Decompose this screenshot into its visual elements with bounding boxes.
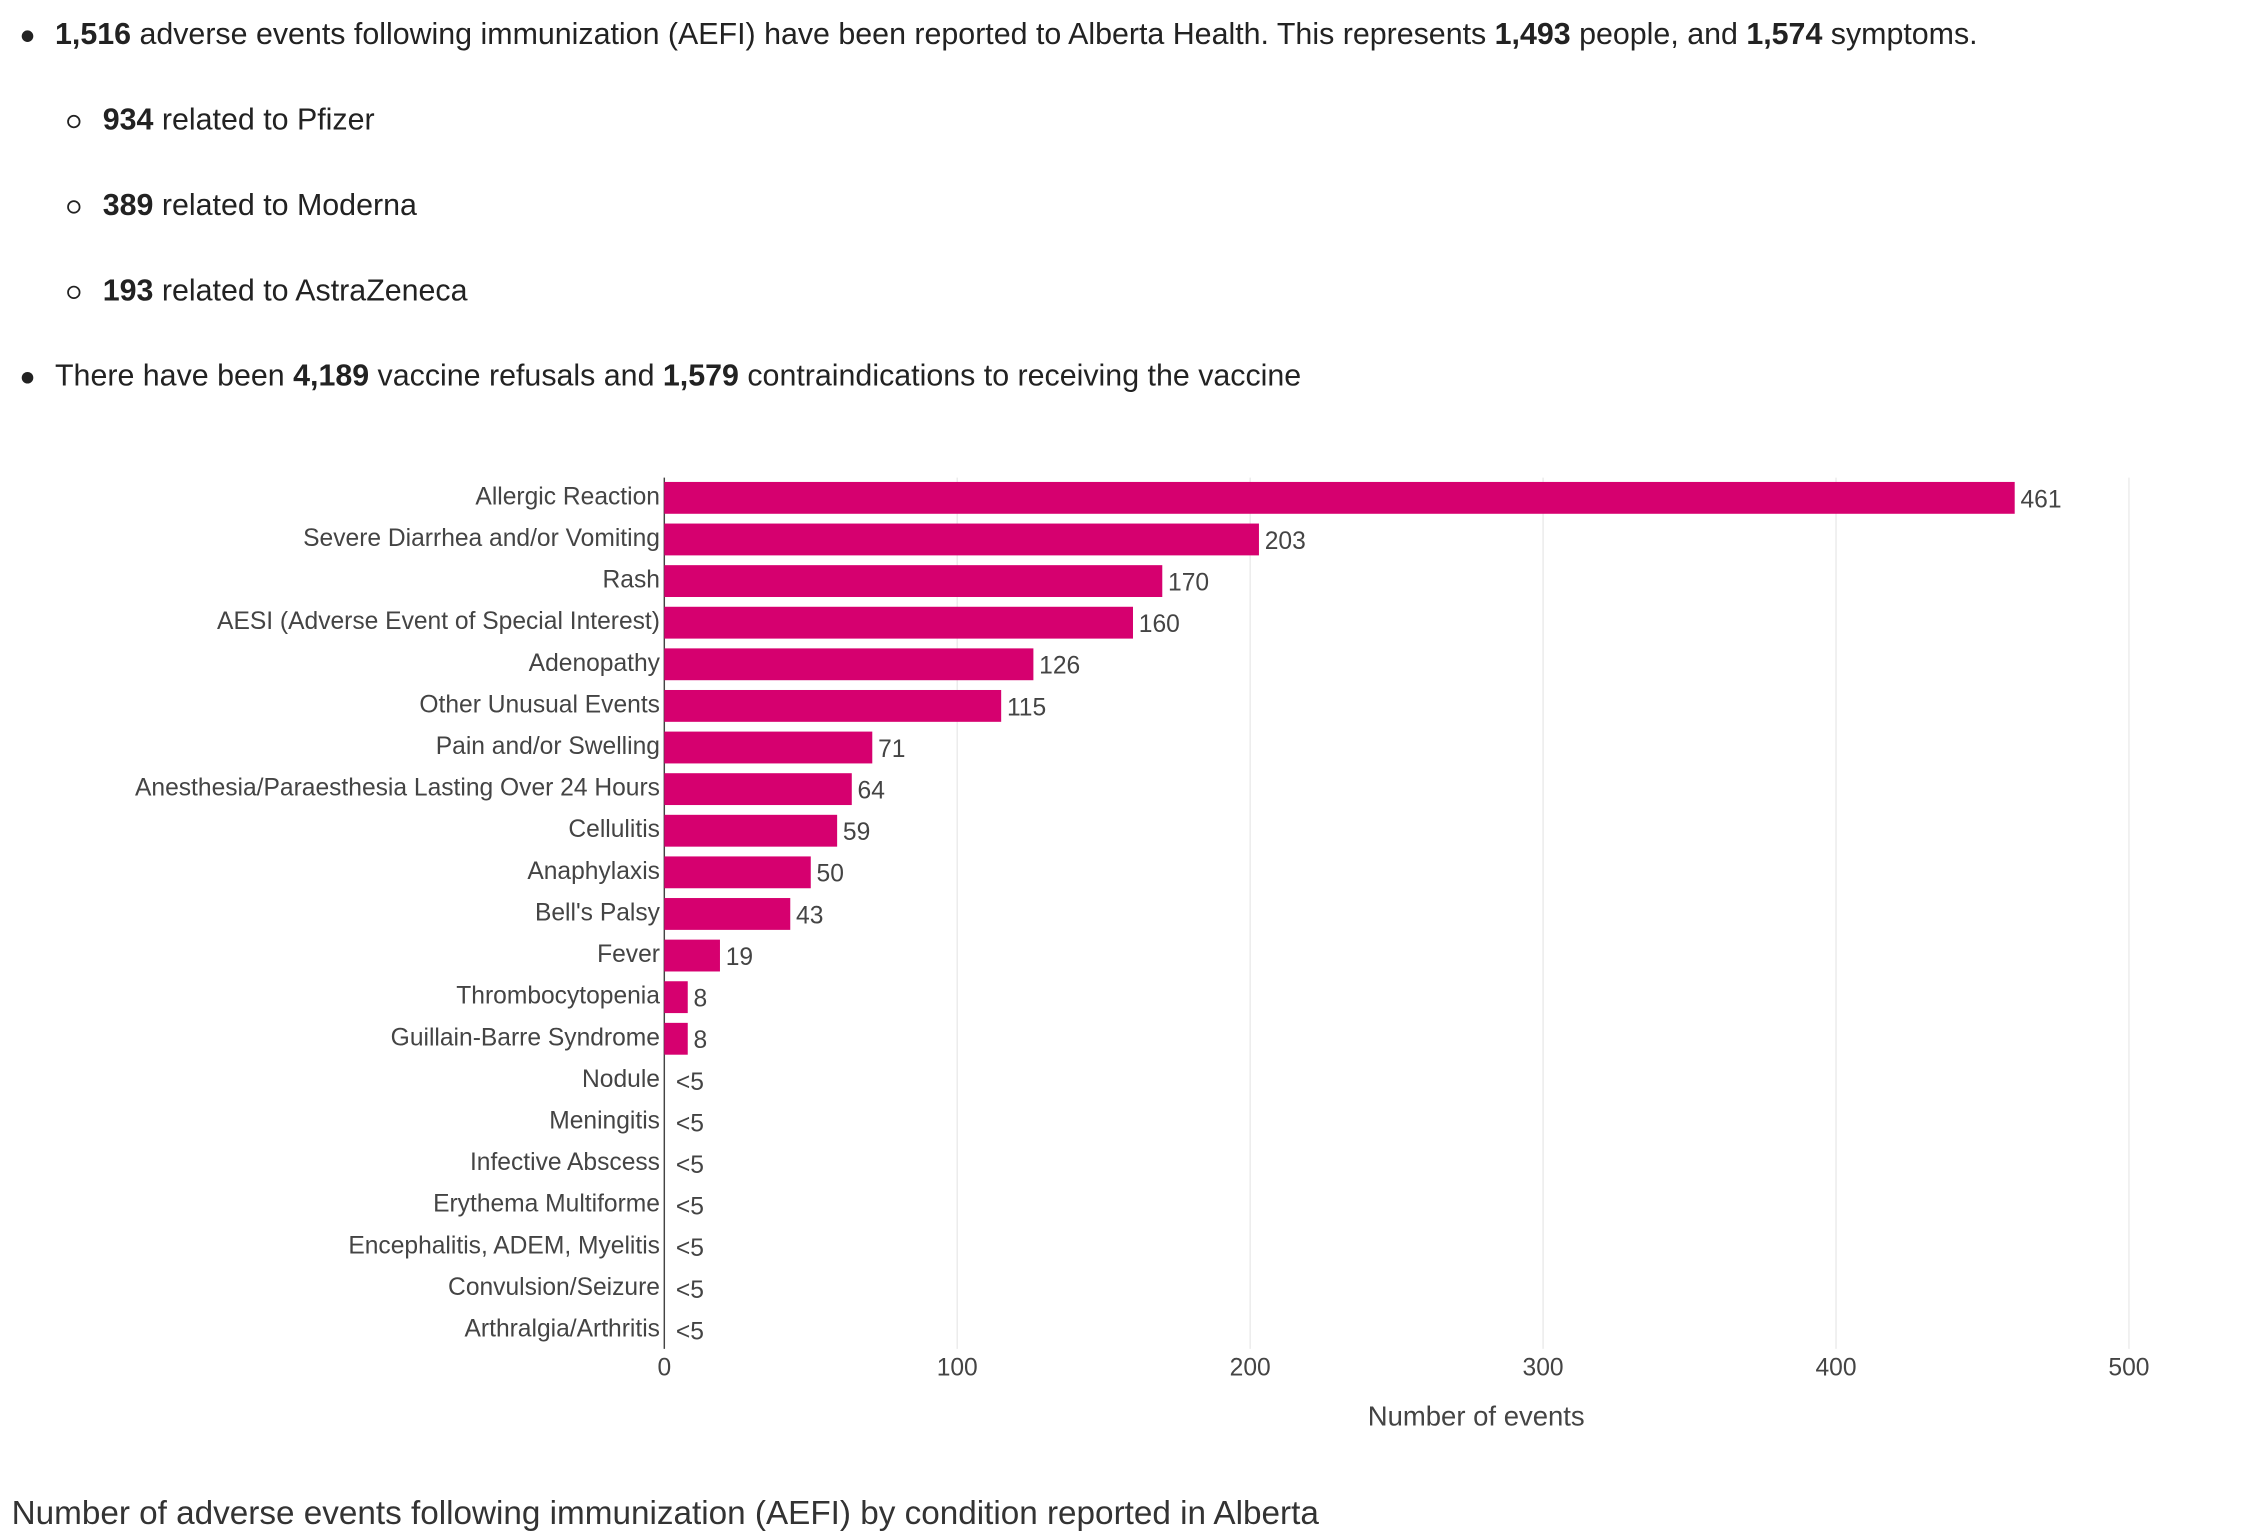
chart-caption: Number of adverse events following immun… [12, 1495, 1320, 1532]
bullet-text: 389 related to Moderna [103, 188, 417, 222]
bullet-text: 934 related to Pfizer [103, 103, 375, 137]
value-label: 160 [1139, 611, 1180, 638]
category-label: Other Unusual Events [419, 691, 660, 718]
text-run: related to AstraZeneca [153, 273, 467, 307]
value-label: 126 [1039, 653, 1080, 680]
bold-number: 934 [103, 103, 154, 137]
bar [664, 856, 811, 889]
text-run: symptoms. [1822, 17, 1977, 51]
x-tick-label: 0 [657, 1355, 671, 1382]
value-label: 461 [2020, 486, 2061, 513]
category-label: Thrombocytopenia [456, 983, 660, 1010]
category-label: Encephalitis, ADEM, Myelitis [348, 1232, 660, 1259]
category-label: Pain and/or Swelling [436, 733, 660, 760]
text-run: vaccine refusals and [369, 359, 663, 393]
category-label: Guillain-Barre Syndrome [391, 1024, 660, 1051]
value-label: 71 [878, 736, 905, 763]
bar [664, 981, 688, 1014]
bar [664, 606, 1133, 639]
value-label: 50 [817, 861, 844, 888]
value-label: 115 [1007, 694, 1046, 721]
category-label: Severe Diarrhea and/or Vomiting [303, 525, 660, 552]
value-label: 203 [1265, 528, 1306, 555]
text-run: adverse events following immunization (A… [131, 17, 1495, 51]
bold-number: 1,574 [1746, 17, 1822, 51]
bar [664, 648, 1034, 681]
category-label: Infective Abscess [470, 1149, 660, 1176]
value-label: <5 [676, 1235, 704, 1262]
category-label: Convulsion/Seizure [448, 1274, 660, 1301]
text-run: There have been [55, 359, 293, 393]
category-label: Arthralgia/Arthritis [465, 1316, 660, 1343]
bullet-dot [21, 30, 34, 42]
value-label: <5 [676, 1069, 704, 1096]
bar [664, 481, 2015, 514]
value-label: <5 [676, 1318, 704, 1345]
x-axis-title: Number of events [1368, 1401, 1585, 1432]
bullet-text: 1,516 adverse events following immunizat… [55, 17, 1978, 51]
bullet-dot [21, 371, 34, 384]
category-label: Anaphylaxis [527, 858, 660, 885]
category-label: Rash [603, 567, 660, 594]
category-label: Cellulitis [568, 816, 660, 843]
category-label: Adenopathy [529, 650, 661, 677]
value-label: 8 [694, 986, 708, 1013]
text-run: people, and [1571, 17, 1747, 51]
bar [664, 939, 720, 972]
value-label: 170 [1168, 569, 1209, 596]
bar [664, 731, 873, 764]
x-tick-label: 500 [2108, 1355, 2149, 1382]
text-run: contraindications to receiving the vacci… [739, 359, 1301, 393]
category-label: Allergic Reaction [475, 483, 660, 510]
bullet-text: There have been 4,189 vaccine refusals a… [55, 359, 1301, 393]
x-tick-label: 400 [1815, 1355, 1856, 1382]
text-run: related to Moderna [153, 188, 417, 222]
category-label: Meningitis [549, 1107, 660, 1134]
bar [664, 565, 1163, 597]
x-tick-label: 300 [1523, 1355, 1564, 1382]
value-label: 8 [694, 1027, 708, 1054]
bar [664, 689, 1002, 722]
category-label: Nodule [582, 1066, 660, 1093]
bold-number: 193 [103, 273, 154, 307]
bar [664, 523, 1259, 556]
bar [664, 814, 838, 847]
sub-bullet-circle [67, 285, 81, 300]
category-label: AESI (Adverse Event of Special Interest) [217, 608, 660, 635]
bold-number: 1,579 [663, 359, 739, 393]
bar [664, 1022, 688, 1055]
bold-number: 1,516 [55, 17, 131, 51]
category-label: Erythema Multiforme [433, 1191, 660, 1218]
value-label: <5 [676, 1110, 704, 1137]
bar [664, 773, 852, 806]
value-label: 59 [843, 819, 870, 846]
sub-bullet-circle [67, 200, 81, 214]
x-tick-label: 200 [1230, 1355, 1271, 1382]
bold-number: 1,493 [1495, 17, 1571, 51]
category-label: Bell's Palsy [535, 899, 661, 926]
value-label: <5 [676, 1277, 704, 1304]
text-run: related to Pfizer [153, 103, 374, 137]
bold-number: 389 [103, 188, 154, 222]
sub-bullet-circle [67, 114, 81, 129]
value-label: <5 [676, 1152, 704, 1179]
value-label: <5 [676, 1194, 704, 1221]
bullet-text: 193 related to AstraZeneca [103, 273, 468, 307]
bar [664, 898, 791, 930]
value-label: 43 [796, 902, 823, 929]
category-label: Anesthesia/Paraesthesia Lasting Over 24 … [135, 775, 660, 802]
value-label: 19 [726, 944, 753, 971]
value-label: 64 [858, 778, 885, 805]
category-label: Fever [597, 941, 660, 968]
x-tick-label: 100 [937, 1355, 978, 1382]
bold-number: 4,189 [293, 359, 369, 393]
